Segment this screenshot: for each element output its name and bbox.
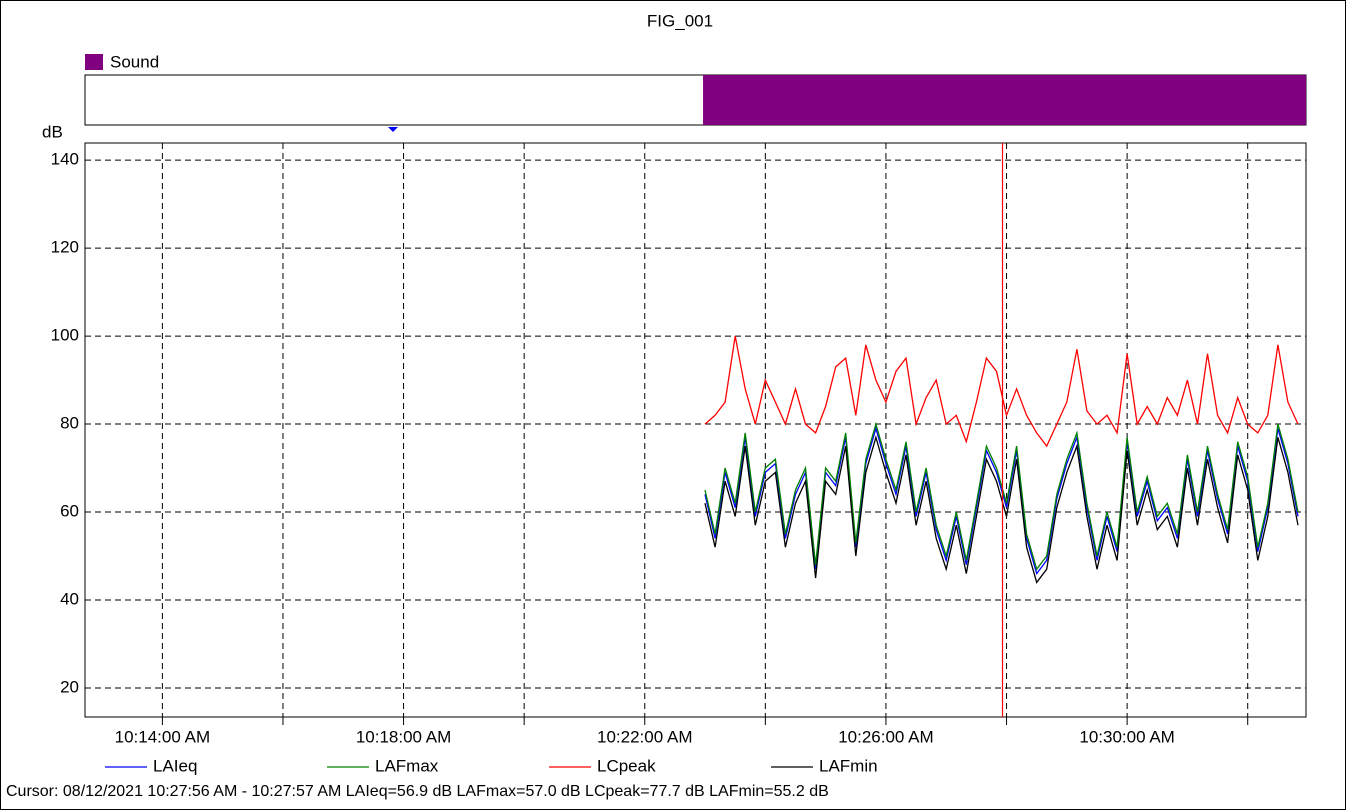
x-tick-label: 10:22:00 AM: [597, 727, 692, 746]
legend-label: LCpeak: [597, 756, 656, 775]
y-axis-label: dB: [42, 122, 63, 141]
legend-label: Sound: [110, 52, 159, 71]
y-tick-label: 120: [51, 238, 79, 257]
chart-title: FIG_001: [647, 11, 713, 30]
y-tick-label: 140: [51, 150, 79, 169]
series-line: [704, 335, 1299, 448]
x-tick-label: 10:26:00 AM: [838, 727, 933, 746]
marker: [388, 127, 398, 132]
plot-area: [84, 142, 1307, 718]
y-tick-label: 40: [60, 589, 79, 608]
legend-label: LAFmin: [819, 756, 878, 775]
series-line: [704, 426, 1299, 576]
y-tick-label: 60: [60, 502, 79, 521]
y-tick-label: 100: [51, 326, 79, 345]
legend-label: LAFmax: [375, 756, 439, 775]
y-tick-label: 20: [60, 677, 79, 696]
cursor-readout: Cursor: 08/12/2021 10:27:56 AM - 10:27:5…: [6, 783, 829, 800]
x-tick-label: 10:30:00 AM: [1079, 727, 1174, 746]
series-line: [704, 434, 1299, 584]
series-line: [704, 421, 1299, 571]
x-tick-label: 10:18:00 AM: [356, 727, 451, 746]
y-tick-label: 80: [60, 414, 79, 433]
legend-label: LAIeq: [153, 756, 197, 775]
x-tick-label: 10:14:00 AM: [115, 727, 210, 746]
sound-band: [703, 75, 1306, 125]
legend-swatch: [85, 54, 103, 70]
